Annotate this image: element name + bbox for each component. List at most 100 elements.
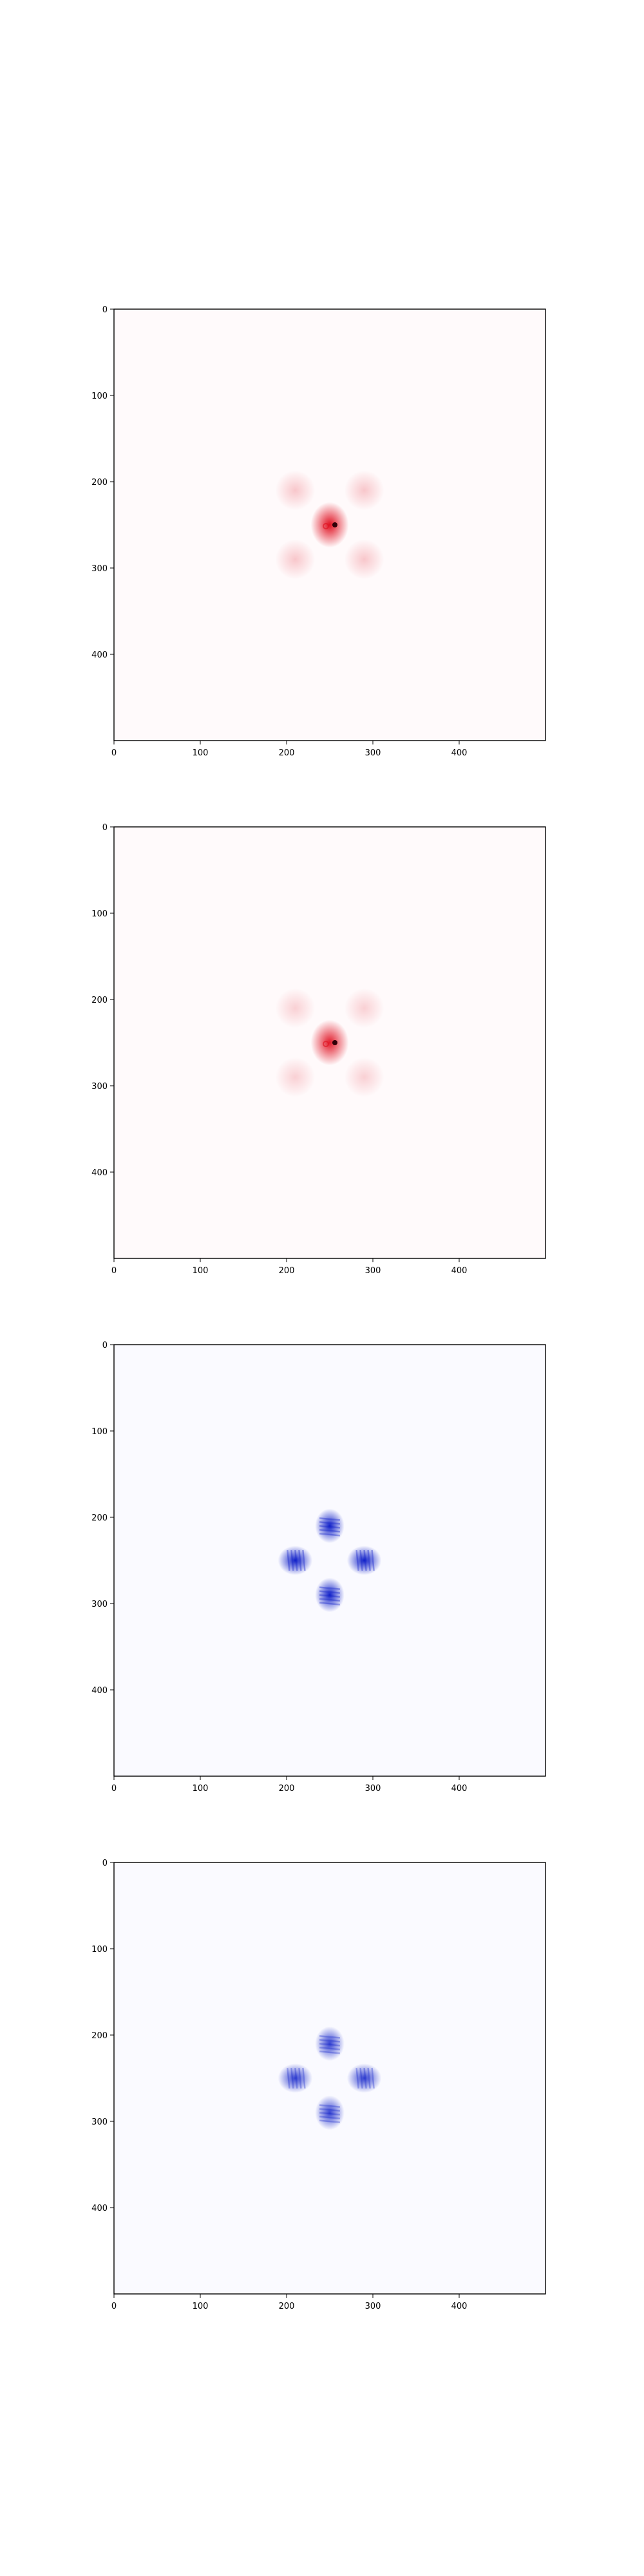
- y-tick-label: 300: [91, 564, 108, 574]
- side-lobe: [344, 1057, 384, 1097]
- y-tick-label: 200: [91, 996, 108, 1005]
- heatmap-panel-3: 0 100 200 300 400 0 100 200 300 400: [91, 1341, 546, 1794]
- cross-lobe: [315, 1508, 345, 1544]
- y-tick-label: 100: [91, 1427, 108, 1437]
- y-tick-label: 200: [91, 1513, 108, 1523]
- lobe-fringe: [302, 2067, 306, 2089]
- center-ring: [323, 523, 329, 529]
- y-tick-label: 100: [91, 1945, 108, 1955]
- lobe-fringe: [367, 1549, 371, 1571]
- lobe-fringe: [294, 1549, 298, 1571]
- x-tick-label: 300: [365, 1784, 381, 1794]
- lobe-fringe: [371, 1549, 375, 1571]
- lobe-fringe: [319, 1533, 341, 1537]
- x-tick-label: 100: [193, 2302, 209, 2311]
- center-lobe: [310, 1019, 349, 1066]
- y-tick-label: 0: [102, 1341, 108, 1350]
- lobe-fringe: [363, 1549, 367, 1571]
- x-tick-label: 200: [279, 2302, 295, 2311]
- lobe-fringe: [355, 1549, 359, 1571]
- lobe-fringe: [319, 2047, 341, 2050]
- lobe-fringe: [319, 1525, 341, 1529]
- y-tick-label: 200: [91, 2031, 108, 2041]
- y-tick-label: 100: [91, 392, 108, 401]
- x-tick-label: 400: [451, 2302, 468, 2311]
- lobe-fringe: [294, 2067, 298, 2089]
- side-lobe: [344, 470, 384, 511]
- heatmap-panel-4: 0 100 200 300 400 0 100 200 300 400: [91, 1859, 546, 2311]
- side-lobe: [275, 470, 316, 511]
- lobe-fringe: [319, 2112, 341, 2116]
- y-tick-label: 300: [91, 2117, 108, 2127]
- x-tick-label: 300: [365, 1266, 381, 1276]
- lobe-fringe: [290, 2067, 294, 2089]
- lobe-fringe: [319, 2043, 341, 2047]
- lobe-fringe: [319, 2119, 341, 2123]
- heatmap-background: [114, 1862, 545, 2294]
- y-tick-label: 0: [102, 305, 108, 315]
- lobe-fringe: [319, 1521, 341, 1525]
- lobe-fringe: [298, 2067, 302, 2089]
- side-lobe: [275, 539, 316, 580]
- heatmap-background: [114, 1345, 545, 1776]
- y-tick-label: 400: [91, 1168, 108, 1178]
- axes-frame: [113, 1862, 546, 2295]
- x-tick-label: 200: [279, 1266, 295, 1276]
- heatmap-image: [278, 1508, 382, 1613]
- x-tick-label: 300: [365, 748, 381, 758]
- x-tick-label: 400: [451, 1266, 468, 1276]
- lobe-fringe: [319, 2116, 341, 2119]
- cross-lobe: [346, 2063, 382, 2093]
- y-tick-label: 400: [91, 650, 108, 660]
- x-tick-label: 400: [451, 748, 468, 758]
- lobe-fringe: [302, 1549, 306, 1571]
- lobe-fringe: [287, 2067, 290, 2089]
- lobe-fringe: [355, 2067, 359, 2089]
- lobe-fringe: [359, 1549, 363, 1571]
- side-lobe: [344, 539, 384, 580]
- lobe-fringe: [319, 2104, 341, 2108]
- lobe-fringe: [319, 1594, 341, 1598]
- x-tick-label: 100: [193, 1266, 209, 1276]
- x-tick-label: 400: [451, 1784, 468, 1794]
- y-tick-label: 100: [91, 909, 108, 919]
- center-ring: [323, 1041, 329, 1047]
- y-tick-label: 300: [91, 1600, 108, 1609]
- lobe-fringe: [319, 2035, 341, 2039]
- lobe-fringe: [319, 1590, 341, 1594]
- x-tick-label: 0: [111, 748, 117, 758]
- center-lobe: [310, 502, 349, 548]
- heatmap-panel-1: 0 100 200 300 400 0 100 200 300 400: [91, 305, 546, 758]
- heatmap-image: [275, 470, 384, 580]
- side-lobe: [344, 988, 384, 1028]
- lobe-fringe: [319, 1586, 341, 1590]
- lobe-fringe: [290, 1549, 294, 1571]
- heatmap-panel-2: 0 100 200 300 400 0 100 200 300 400: [91, 823, 546, 1276]
- lobe-fringe: [319, 1529, 341, 1533]
- axes-frame: [113, 826, 546, 1259]
- lobe-fringe: [319, 2039, 341, 2043]
- cross-lobe: [278, 2063, 313, 2093]
- lobe-fringe: [287, 1549, 290, 1571]
- x-tick-label: 0: [111, 1266, 117, 1276]
- center-peak: [332, 522, 337, 527]
- heatmap-image: [278, 2026, 382, 2130]
- x-tick-label: 300: [365, 2302, 381, 2311]
- x-tick-label: 200: [279, 1784, 295, 1794]
- y-tick-label: 300: [91, 1082, 108, 1092]
- center-peak: [332, 1040, 337, 1045]
- x-tick-label: 200: [279, 748, 295, 758]
- cross-lobe: [315, 2095, 345, 2130]
- cross-lobe: [278, 1546, 313, 1575]
- x-tick-label: 0: [111, 1784, 117, 1794]
- side-lobe: [275, 988, 316, 1028]
- x-tick-label: 100: [193, 748, 209, 758]
- lobe-fringe: [319, 2108, 341, 2112]
- lobe-fringe: [298, 1549, 302, 1571]
- side-lobe: [275, 1057, 316, 1097]
- lobe-fringe: [319, 2050, 341, 2054]
- y-tick-label: 400: [91, 2204, 108, 2213]
- y-tick-label: 400: [91, 1686, 108, 1696]
- lobe-fringe: [319, 1517, 341, 1521]
